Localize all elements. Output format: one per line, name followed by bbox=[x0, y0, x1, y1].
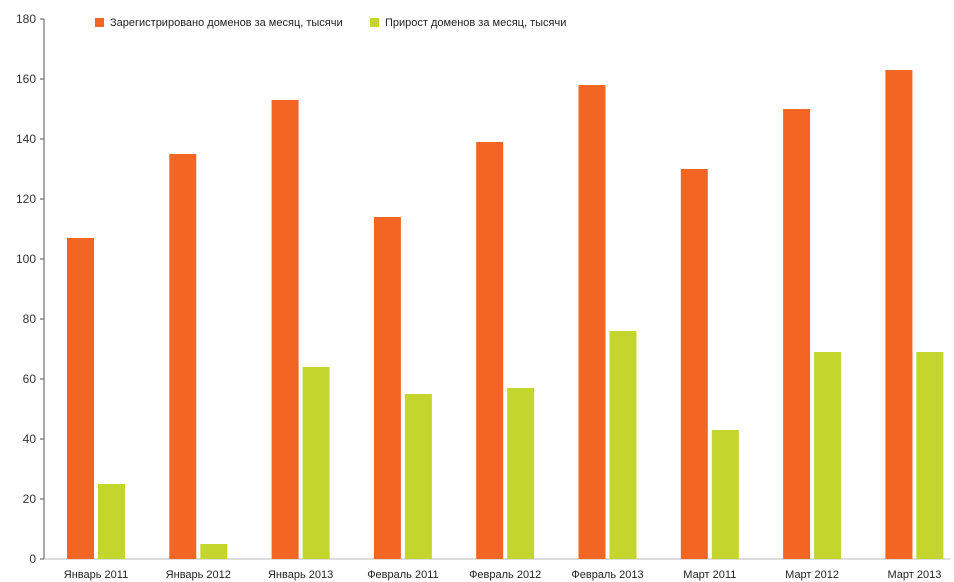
legend: Зарегистрировано доменов за месяц, тысяч… bbox=[95, 17, 566, 29]
bar-growth bbox=[609, 331, 637, 559]
x-tick-label: Январь 2013 bbox=[268, 569, 333, 581]
y-tick-label: 80 bbox=[23, 312, 37, 326]
x-tick-label: Февраль 2011 bbox=[367, 569, 438, 581]
bar-registered bbox=[680, 169, 708, 559]
bar-registered bbox=[885, 70, 913, 559]
bar-growth bbox=[404, 394, 432, 559]
x-tick-label: Февраль 2012 bbox=[469, 569, 541, 581]
legend-swatch bbox=[95, 18, 104, 27]
x-tick-label: Февраль 2013 bbox=[571, 569, 643, 581]
legend-label: Прирост доменов за месяц, тысячи bbox=[385, 17, 566, 29]
legend-swatch bbox=[370, 18, 379, 27]
bar-registered bbox=[67, 238, 94, 559]
y-tick-label: 160 bbox=[16, 72, 36, 86]
y-tick-label: 0 bbox=[29, 552, 36, 566]
bar-growth bbox=[200, 544, 228, 559]
bar-registered bbox=[783, 109, 811, 559]
bar-registered bbox=[373, 217, 401, 559]
x-axis-labels: Январь 2011 Январь 2012 Январь 2013 Февраль… bbox=[64, 569, 942, 581]
x-tick-label: Март 2012 bbox=[785, 569, 839, 581]
y-tick-label: 20 bbox=[23, 492, 37, 506]
bar-growth bbox=[302, 367, 330, 559]
bar-registered bbox=[271, 100, 299, 559]
bar-registered bbox=[169, 154, 197, 559]
bar-growth bbox=[814, 352, 842, 559]
y-tick-label: 180 bbox=[16, 12, 36, 26]
y-tick-label: 140 bbox=[16, 132, 36, 146]
x-tick-label: Март 2013 bbox=[887, 569, 941, 581]
x-tick-label: Январь 2012 bbox=[166, 569, 231, 581]
bar-growth bbox=[916, 352, 944, 559]
bar-growth bbox=[711, 430, 739, 559]
bars bbox=[67, 70, 944, 559]
x-tick-label: Март 2011 bbox=[683, 569, 736, 581]
bar-growth bbox=[98, 484, 125, 559]
y-tick-label: 100 bbox=[16, 252, 36, 266]
bar-registered bbox=[476, 142, 504, 559]
bar-registered bbox=[578, 85, 606, 559]
legend-label: Зарегистрировано доменов за месяц, тысяч… bbox=[110, 17, 343, 29]
x-tick-label: Январь 2011 bbox=[64, 569, 128, 581]
y-tick-label: 120 bbox=[16, 192, 36, 206]
y-tick-label: 40 bbox=[23, 432, 37, 446]
bar-growth bbox=[507, 388, 535, 559]
y-tick-label: 60 bbox=[23, 372, 37, 386]
